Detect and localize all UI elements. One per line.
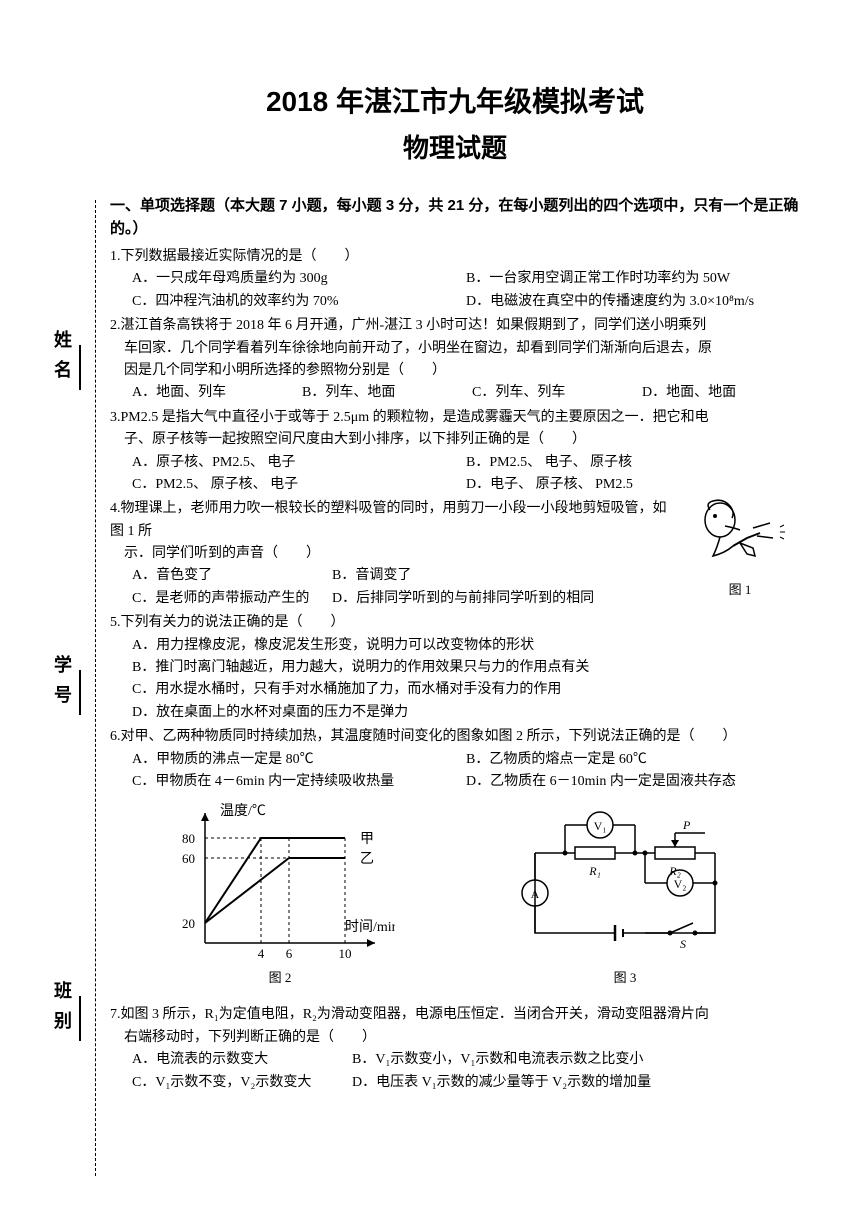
q5-opt-d: D．放在桌面上的水杯对桌面的压力不是弹力 (132, 702, 800, 724)
q4-opt-b: B．音调变了 (332, 565, 674, 587)
q7-opt-a: A．电流表的示数变大 (132, 1049, 352, 1071)
name-line (79, 345, 81, 390)
series-jia: 甲 (360, 832, 374, 847)
figure-1-label: 图 1 (680, 580, 800, 601)
s-label: S (680, 937, 686, 951)
r1-label: R₁ (588, 864, 601, 878)
v-label-id: 学号 (49, 655, 81, 720)
xtick-10: 10 (339, 946, 352, 961)
y-axis-label: 温度/℃ (220, 803, 266, 819)
question-4: 图 1 4.物理课上，老师用力吹一根较长的塑料吸管的同时，用剪刀一小段一小段地剪… (110, 498, 800, 610)
v1-label: V₁ (594, 819, 607, 833)
id-label: 学号 (49, 655, 75, 715)
q1-opt-b: B．一台家用空调正常工作时功率约为 50W (466, 268, 800, 290)
title-sub: 物理试题 (110, 128, 800, 165)
ytick-20: 20 (182, 916, 195, 931)
section1-header: 一、单项选择题（本大题 7 小题，每小题 3 分，共 21 分，在每小题列出的四… (110, 195, 800, 240)
ytick-60: 60 (182, 851, 195, 866)
figure-1-wrap: 图 1 (680, 498, 800, 601)
q7-stem1: 7.如图 3 所示，R₁为定值电阻，R₂为滑动变阻器，电源电压恒定．当闭合开关，… (110, 1004, 800, 1026)
q1-opt-d: D．电磁波在真空中的传播速度约为 3.0×10⁸m/s (466, 291, 800, 313)
id-line (79, 670, 81, 715)
q2-opt-c: C．列车、列车 (472, 382, 642, 404)
a-label: A (531, 887, 540, 901)
binding-dash-line (95, 200, 96, 1176)
q1-opt-a: A．一只成年母鸡质量约为 300g (132, 268, 466, 290)
xtick-6: 6 (286, 946, 293, 961)
q5-opt-b: B．推门时离门轴越近，用力越大，说明力的作用效果只与力的作用点有关 (132, 657, 800, 679)
q5-opt-a: A．用力捏橡皮泥，橡皮泥发生形变，说明力可以改变物体的形状 (132, 635, 800, 657)
v-label-name: 姓名 (49, 330, 81, 395)
question-5: 5.下列有关力的说法正确的是（ ） A．用力捏橡皮泥，橡皮泥发生形变，说明力可以… (110, 612, 800, 724)
figure-3-label: 图 3 (505, 967, 745, 986)
q7-stem2: 右端移动时，下列判断正确的是（ ） (110, 1027, 800, 1049)
q6-stem: 6.对甲、乙两种物质同时持续加热，其温度随时间变化的图象如图 2 所示，下列说法… (110, 726, 800, 748)
q4-opt-a: A．音色变了 (132, 565, 332, 587)
q2-opt-a: A．地面、列车 (132, 382, 302, 404)
q2-stem2: 车回家．几个同学看着列车徐徐地向前开动了，小明坐在窗边，却看到同学们渐渐向后退去… (110, 338, 800, 360)
figure-2-chart: 20 60 80 4 6 10 甲 乙 温度/℃ 时间/min (165, 803, 395, 963)
q7-opt-b: B．V₁示数变小，V₁示数和电流表示数之比变小 (352, 1049, 800, 1071)
class-line (79, 996, 81, 1041)
q5-opt-c: C．用水提水桶时，只有手对水桶施加了力，而水桶对手没有力的作用 (132, 679, 800, 701)
v-label-class: 班别 (49, 981, 81, 1046)
figure-2-box: 20 60 80 4 6 10 甲 乙 温度/℃ 时间/min 图 2 (165, 803, 395, 986)
q7-opt-c: C．V₁示数不变，V₂示数变大 (132, 1072, 352, 1094)
q6-opt-d: D．乙物质在 6－10min 内一定是固液共存态 (466, 771, 800, 793)
x-axis-label: 时间/min (345, 919, 395, 935)
q3-stem1: 3.PM2.5 是指大气中直径小于或等于 2.5μm 的颗粒物，是造成雾霾天气的… (110, 407, 800, 429)
q6-opt-c: C．甲物质在 4－6min 内一定持续吸收热量 (132, 771, 466, 793)
q5-stem: 5.下列有关力的说法正确的是（ ） (110, 612, 800, 634)
figures-row: 20 60 80 4 6 10 甲 乙 温度/℃ 时间/min 图 2 (110, 803, 800, 986)
q3-opt-b: B．PM2.5、 电子、 原子核 (466, 452, 800, 474)
figure-3-circuit: V₁ R₁ P R₂ V₂ (505, 803, 745, 963)
q6-opt-b: B．乙物质的熔点一定是 60℃ (466, 749, 800, 771)
class-label: 班别 (49, 981, 75, 1041)
question-2: 2.湛江首条高铁将于 2018 年 6 月开通，广州-湛江 3 小时可达！如果假… (110, 315, 800, 405)
figure-1-svg (685, 498, 795, 573)
vertical-labels-container: 姓名 学号 班别 (45, 200, 85, 1176)
title-main: 2018 年湛江市九年级模拟考试 (110, 80, 800, 120)
figure-2-label: 图 2 (165, 967, 395, 986)
q2-stem3: 因是几个同学和小明所选择的参照物分别是（ ） (110, 360, 800, 382)
series-yi: 乙 (360, 851, 374, 867)
question-7: 7.如图 3 所示，R₁为定值电阻，R₂为滑动变阻器，电源电压恒定．当闭合开关，… (110, 1004, 800, 1094)
figure-3-box: V₁ R₁ P R₂ V₂ (505, 803, 745, 986)
question-1: 1.下列数据最接近实际情况的是（ ） A．一只成年母鸡质量约为 300g B．一… (110, 246, 800, 313)
q1-opt-c: C．四冲程汽油机的效率约为 70% (132, 291, 466, 313)
ytick-80: 80 (182, 831, 195, 846)
question-3: 3.PM2.5 是指大气中直径小于或等于 2.5μm 的颗粒物，是造成雾霾天气的… (110, 407, 800, 497)
q2-stem1: 2.湛江首条高铁将于 2018 年 6 月开通，广州-湛江 3 小时可达！如果假… (110, 315, 800, 337)
name-label: 姓名 (49, 330, 75, 390)
q2-opt-d: D．地面、地面 (642, 382, 800, 404)
v2-label: V₂ (674, 877, 687, 891)
q7-opt-d: D．电压表 V₁示数的减少量等于 V₂示数的增加量 (352, 1072, 800, 1094)
q4-opt-c: C．是老师的声带振动产生的 (132, 588, 332, 610)
q4-opt-d: D．后排同学听到的与前排同学听到的相同 (332, 588, 674, 610)
q1-stem: 1.下列数据最接近实际情况的是（ ） (110, 246, 800, 268)
question-6: 6.对甲、乙两种物质同时持续加热，其温度随时间变化的图象如图 2 所示，下列说法… (110, 726, 800, 793)
q3-stem2: 子、原子核等一起按照空间尺度由大到小排序，以下排列正确的是（ ） (110, 429, 800, 451)
q2-opt-b: B．列车、地面 (302, 382, 472, 404)
q3-opt-d: D．电子、 原子核、 PM2.5 (466, 474, 800, 496)
xtick-4: 4 (258, 946, 265, 961)
p-label: P (682, 818, 691, 832)
q3-opt-a: A．原子核、PM2.5、 电子 (132, 452, 466, 474)
q3-opt-c: C．PM2.5、 原子核、 电子 (132, 474, 466, 496)
q6-opt-a: A．甲物质的沸点一定是 80℃ (132, 749, 466, 771)
